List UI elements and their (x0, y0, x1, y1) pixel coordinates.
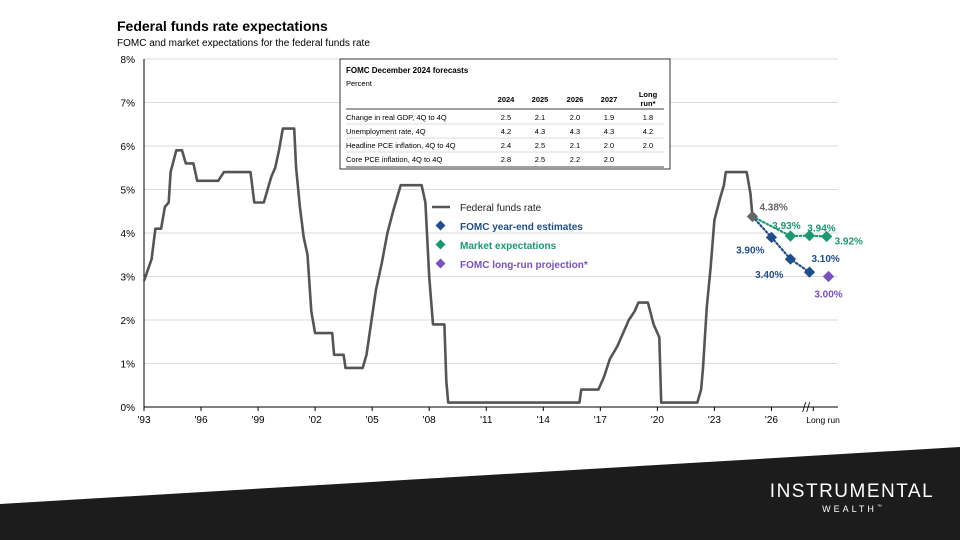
y-tick-label: 6% (121, 142, 136, 153)
table-row-label: Change in real GDP, 4Q to 4Q (346, 113, 447, 122)
footer-dark-shape (0, 447, 960, 540)
legend: Federal funds rate FOMC year-end estimate… (432, 203, 588, 271)
table-cell: 1.8 (643, 113, 653, 122)
table-cell: 4.3 (604, 127, 614, 136)
fed-funds-line-group (142, 127, 754, 404)
x-tick-label: '02 (309, 415, 322, 426)
table-cell: 4.2 (643, 127, 653, 136)
forecast-point (784, 230, 797, 242)
forecast-point (803, 266, 816, 278)
forecast-point (820, 230, 833, 243)
axis-break-mark (806, 401, 811, 413)
x-tick-label: '20 (651, 415, 664, 426)
table-cell: 2.0 (570, 113, 580, 122)
brand-sub: WEALTH (822, 504, 877, 514)
axes: 0% 1% 2% 3% 4% 5% 6% 7% 8% '93 '96 '99 '02 '05 '08 '11 '… (121, 55, 841, 426)
table-col-header: Long (639, 90, 658, 99)
table-cell: 2.5 (535, 141, 545, 150)
legend-swatch-diamond (435, 239, 446, 250)
y-tick-label: 0% (121, 403, 136, 414)
y-tick-label: 1% (121, 360, 136, 371)
chart-subtitle: FOMC and market expectations for the fed… (117, 38, 370, 49)
x-tick-label: '11 (480, 415, 493, 426)
table-cell: 2.1 (570, 141, 580, 150)
fed-funds-line (142, 127, 754, 404)
forecast-point (765, 231, 778, 244)
table-col-header: 2024 (498, 95, 516, 104)
forecast-point (746, 210, 759, 223)
table-unit: Percent (346, 79, 373, 88)
table-row-label: Core PCE inflation, 4Q to 4Q (346, 155, 442, 164)
y-tick-label: 3% (121, 273, 136, 284)
forecast-dotted-lines (751, 215, 828, 274)
table-cell: 4.3 (570, 127, 580, 136)
point-label: 3.93% (772, 221, 800, 232)
x-tick-label: '99 (252, 415, 265, 426)
legend-label: FOMC long-run projection* (460, 260, 588, 271)
point-label: 3.92% (835, 236, 863, 247)
x-tick-label: '08 (423, 415, 436, 426)
table-title: FOMC December 2024 forecasts (346, 66, 469, 75)
table-cell: 4.3 (535, 127, 545, 136)
x-tick-label: '05 (366, 415, 379, 426)
axis-break-mark (802, 401, 807, 413)
table-col-header: 2025 (532, 95, 549, 104)
point-label: 3.40% (755, 270, 783, 281)
y-tick-label: 5% (121, 186, 136, 197)
forecast-point (784, 253, 797, 265)
table-frame (339, 58, 671, 170)
legend-label: Market expectations (460, 241, 557, 252)
y-tick-label: 8% (121, 55, 136, 66)
table-cell: 2.2 (570, 155, 580, 164)
table-row-label: Headline PCE inflation, 4Q to 4Q (346, 141, 456, 150)
x-tick-label: '96 (195, 415, 208, 426)
table-cell: 2.0 (643, 141, 653, 150)
market-dotted-line (751, 215, 828, 238)
legend-swatch-diamond (435, 220, 446, 231)
point-label: 3.94% (807, 224, 835, 235)
forecast-table: FOMC December 2024 forecasts Percent 2024 2… (339, 58, 671, 170)
table-cell: 2.0 (604, 155, 614, 164)
table-col-header: 2026 (567, 95, 584, 104)
y-tick-label: 4% (121, 229, 136, 240)
table-row-label: Unemployment rate, 4Q (346, 127, 426, 136)
forecast-points: 4.38% 3.90% 3.40% 3.10% 3.93% 3.94%3.92% 3.00% (736, 202, 863, 300)
x-tick-label: '23 (708, 415, 721, 426)
point-label: 3.10% (811, 254, 839, 265)
point-label: 4.38% (759, 202, 787, 213)
legend-swatch-diamond (435, 258, 446, 269)
point-label: 3.90% (736, 245, 764, 256)
legend-label: FOMC year-end estimates (460, 222, 583, 233)
y-tick-label: 7% (121, 99, 136, 110)
brand-trademark: ™ (876, 504, 882, 510)
table-col-header: run* (641, 99, 656, 108)
x-tick-label: '93 (137, 415, 150, 426)
x-tick-label: '26 (765, 415, 778, 426)
legend-label: Federal funds rate (460, 203, 542, 214)
table-cell: 2.5 (535, 155, 545, 164)
table-cell: 2.1 (535, 113, 545, 122)
table-cell: 2.8 (501, 155, 511, 164)
fomc-dotted-line (751, 215, 811, 274)
brand-logo: INSTRUMENTAL WEALTH™ (764, 481, 940, 514)
x-tick-label: Long run (806, 415, 840, 425)
forecast-point (822, 270, 835, 283)
table-cell: 1.9 (604, 113, 614, 122)
table-col-header: 2027 (601, 95, 618, 104)
table-cell: 4.2 (501, 127, 511, 136)
table-cell: 2.0 (604, 141, 614, 150)
forecast-point (803, 229, 816, 242)
x-tick-label: '14 (537, 415, 550, 426)
brand-name: INSTRUMENTAL (769, 481, 935, 502)
table-cell: 2.4 (501, 141, 511, 150)
y-tick-label: 2% (121, 316, 136, 327)
chart-title: Federal funds rate expectations (117, 18, 328, 34)
x-tick-label: '17 (594, 415, 607, 426)
point-label: 3.00% (814, 290, 842, 301)
table-cell: 2.5 (501, 113, 511, 122)
